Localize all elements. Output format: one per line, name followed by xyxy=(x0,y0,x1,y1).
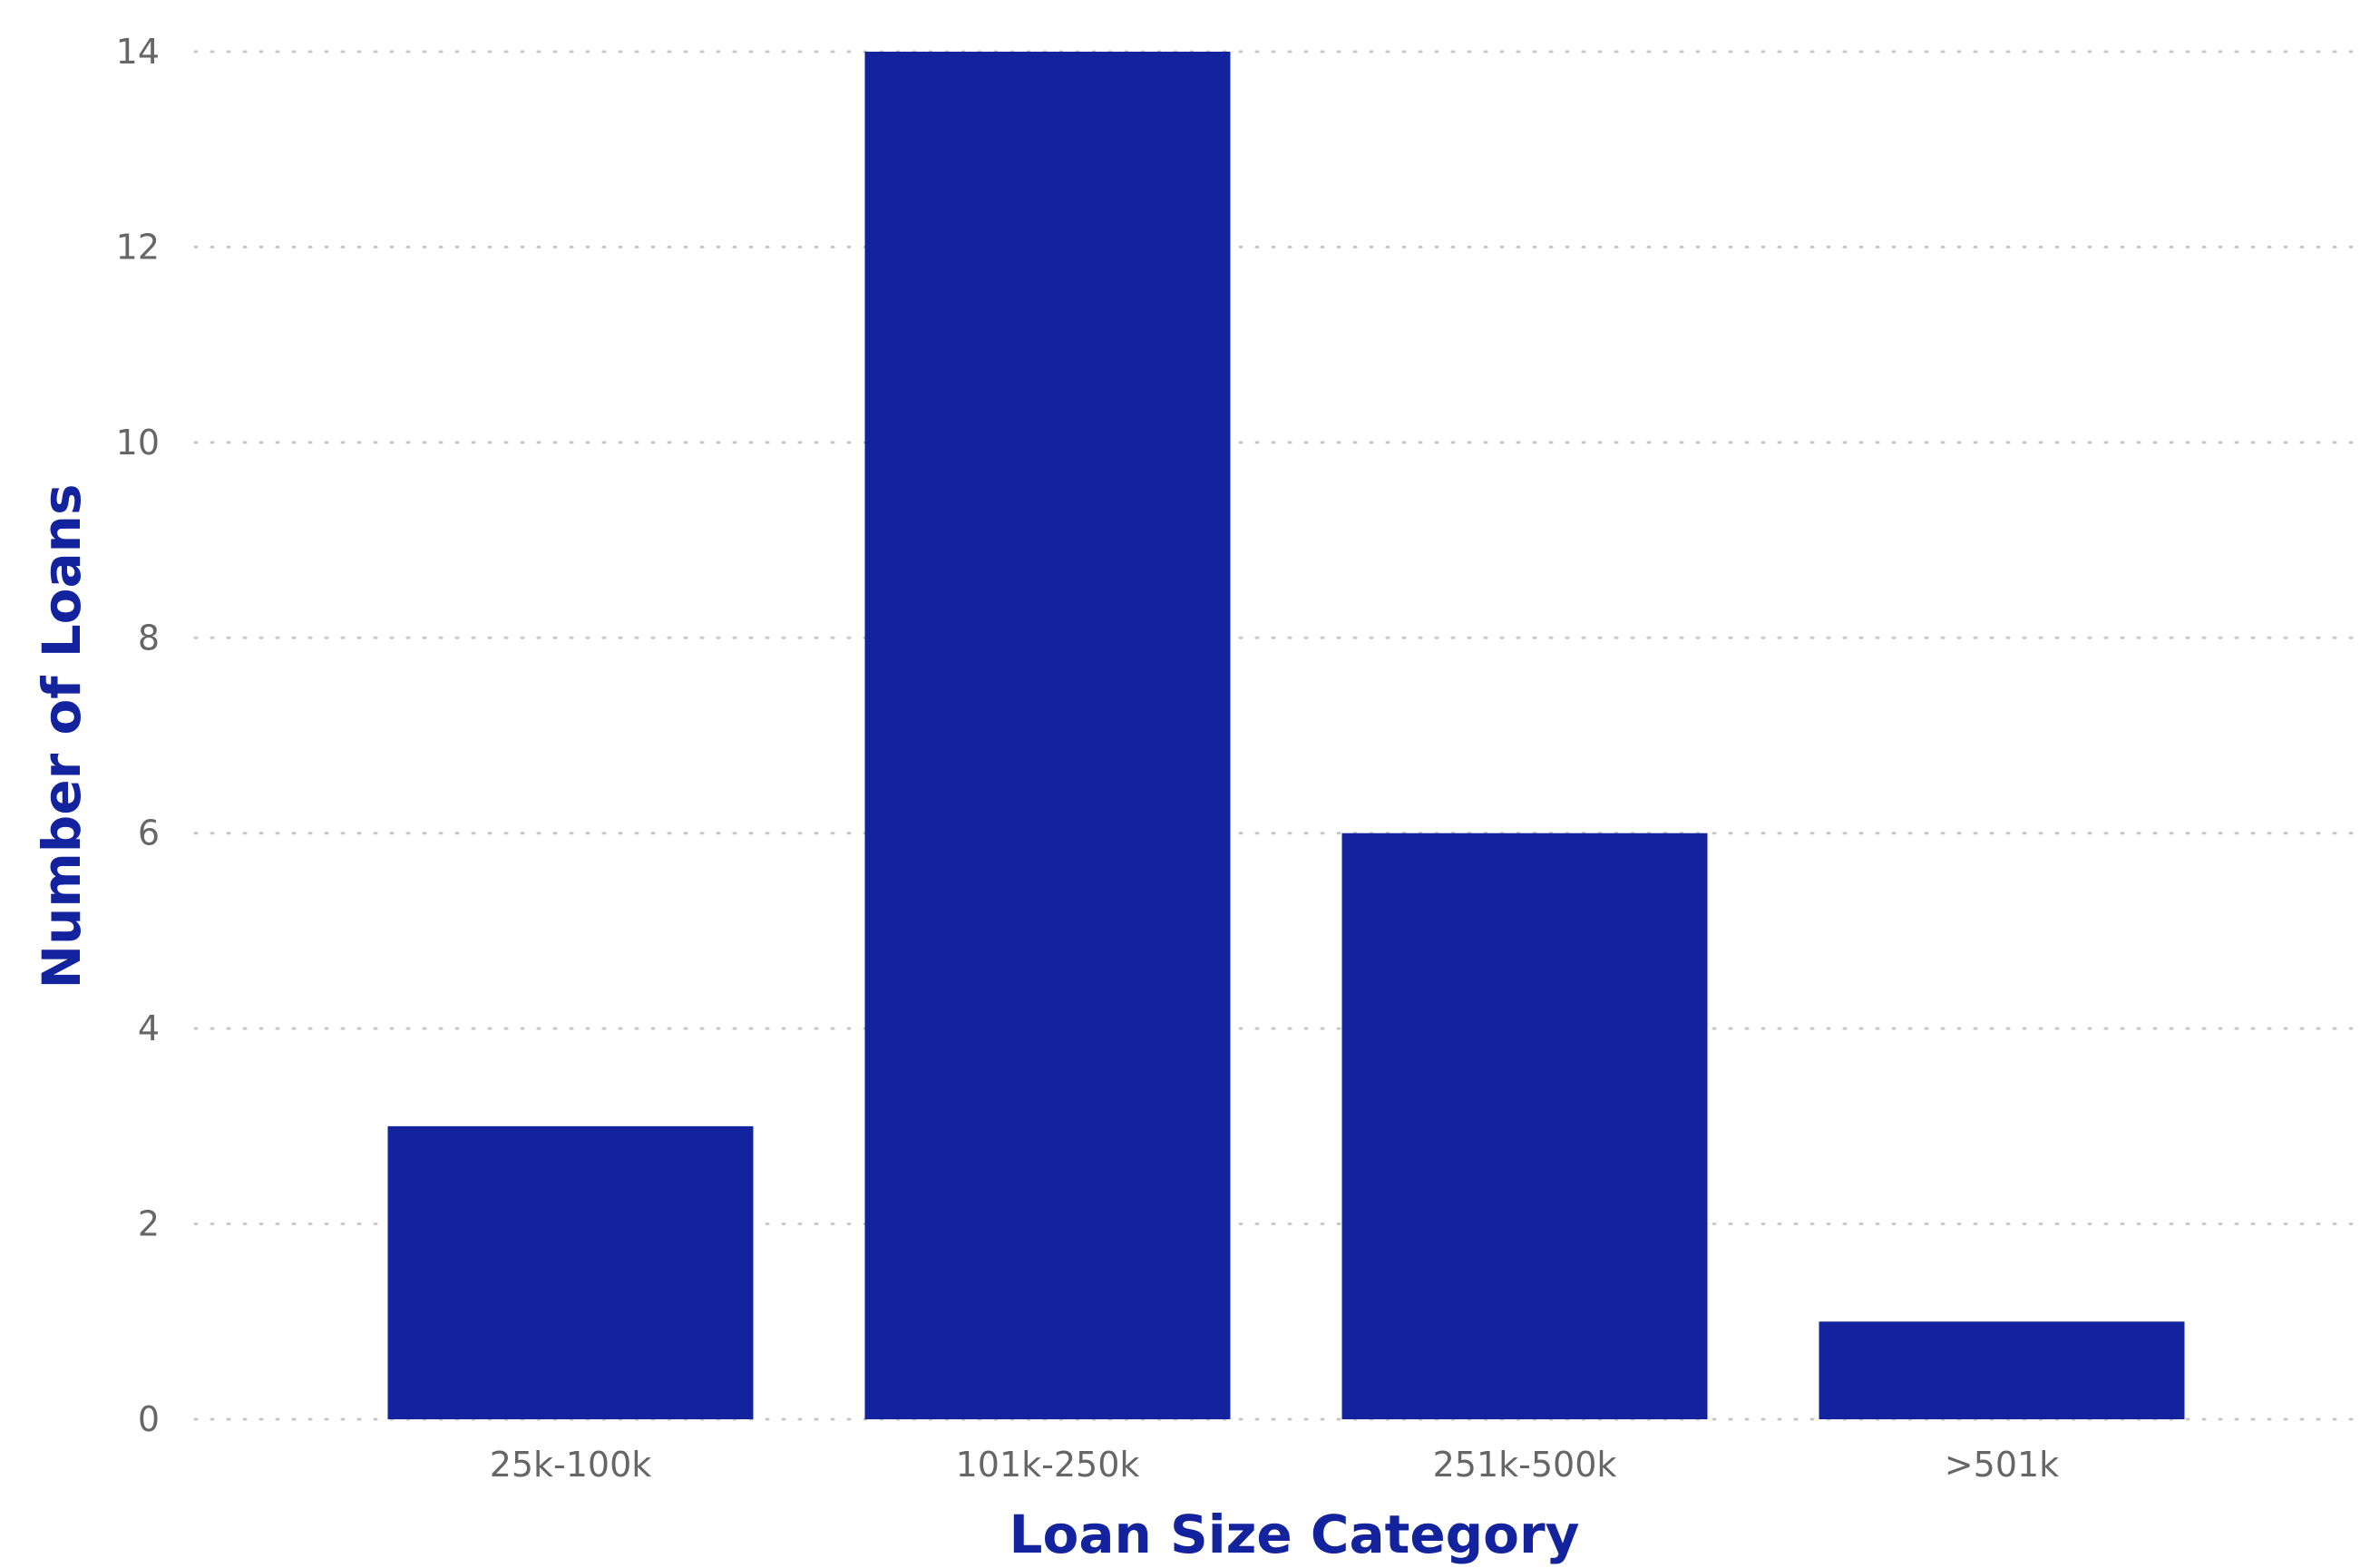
y-tick-label: 2 xyxy=(138,1204,160,1244)
x-axis-title: Loan Size Category xyxy=(1009,1504,1580,1565)
x-tick-label: >501k xyxy=(1945,1445,2059,1485)
y-tick-label: 14 xyxy=(116,32,160,72)
y-tick-label: 6 xyxy=(138,813,160,853)
y-tick-label: 12 xyxy=(116,227,160,267)
bars xyxy=(387,52,2185,1419)
x-tick-label: 25k-100k xyxy=(490,1445,652,1485)
y-tick-label: 0 xyxy=(138,1399,160,1439)
bar-101k-250k[interactable] xyxy=(864,52,1231,1419)
bar-25k-100k[interactable] xyxy=(387,1125,754,1419)
bar-251k-500k[interactable] xyxy=(1341,833,1708,1419)
y-tick-label: 4 xyxy=(138,1008,160,1048)
y-tick-label: 10 xyxy=(116,423,160,463)
y-axis-title: Number of Loans xyxy=(31,484,93,989)
bar->501k[interactable] xyxy=(1819,1321,2185,1419)
y-axis-ticks: 0 2 4 6 8 10 12 14 xyxy=(116,32,160,1439)
y-tick-label: 8 xyxy=(138,618,160,657)
x-tick-label: 101k-250k xyxy=(956,1445,1140,1485)
x-axis-ticks: 25k-100k 101k-250k 251k-500k >501k xyxy=(490,1445,2060,1485)
x-tick-label: 251k-500k xyxy=(1433,1445,1617,1485)
